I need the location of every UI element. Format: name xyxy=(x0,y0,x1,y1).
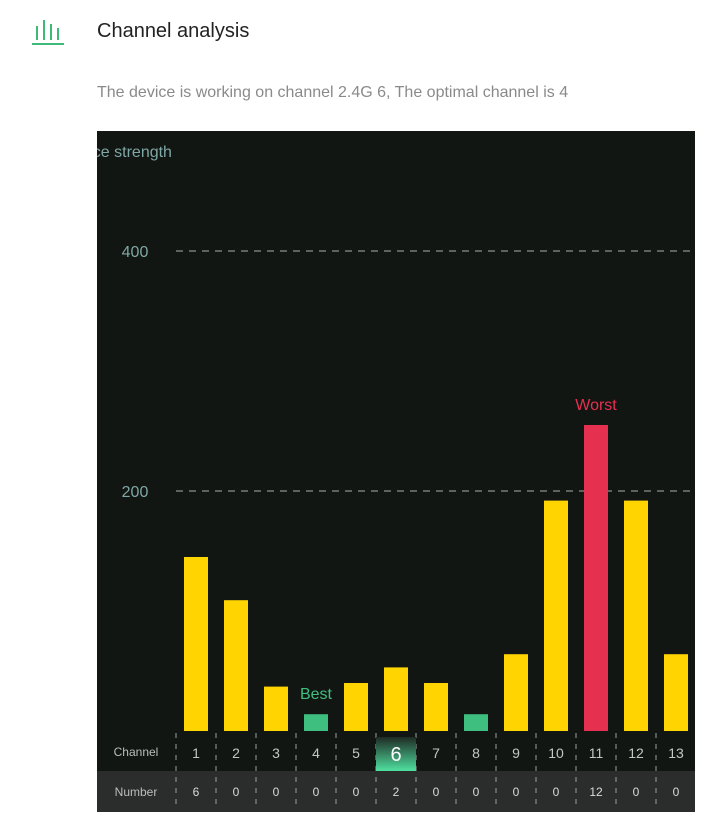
number-row-label: Number xyxy=(115,785,158,799)
channel-number: 0 xyxy=(473,785,480,799)
bar-channel-1 xyxy=(184,557,208,731)
bar-channel-2 xyxy=(224,600,248,731)
channel-number: 0 xyxy=(673,785,680,799)
page-title: Channel analysis xyxy=(97,20,250,42)
channel-label: 13 xyxy=(668,745,684,761)
channel-number: 0 xyxy=(313,785,320,799)
channel-label: 5 xyxy=(352,745,360,761)
channel-label: 4 xyxy=(312,745,320,761)
bar-channel-4 xyxy=(304,714,328,731)
y-tick-label: 400 xyxy=(122,244,149,261)
channel-number: 0 xyxy=(273,785,280,799)
channel-label: 8 xyxy=(472,745,480,761)
channel-number: 0 xyxy=(633,785,640,799)
channel-label: 10 xyxy=(548,745,564,761)
worst-label: Worst xyxy=(575,397,617,414)
best-label: Best xyxy=(300,686,333,703)
channel-number: 2 xyxy=(393,785,400,799)
channel-label: 7 xyxy=(432,745,440,761)
bar-channel-13 xyxy=(664,654,688,731)
bar-channel-7 xyxy=(424,683,448,731)
channel-number: 0 xyxy=(513,785,520,799)
number-row-background xyxy=(97,771,695,812)
bar-channel-12 xyxy=(624,500,648,731)
bar-channel-10 xyxy=(544,500,568,731)
bar-channel-8 xyxy=(464,714,488,731)
channel-label: 11 xyxy=(589,745,604,761)
y-axis-label: ence strength xyxy=(97,144,172,161)
bar-channel-5 xyxy=(344,683,368,731)
chart-svg: ence strength400200ChannelNumber16203040… xyxy=(97,144,695,812)
channel-number: 0 xyxy=(433,785,440,799)
channel-label: 12 xyxy=(628,745,644,761)
channel-number: 0 xyxy=(353,785,360,799)
channel-label: 1 xyxy=(192,745,200,761)
bar-channel-11 xyxy=(584,425,608,731)
channel-status-text: The device is working on channel 2.4G 6,… xyxy=(97,84,569,101)
signal-bars-icon xyxy=(32,18,66,48)
bar-channel-9 xyxy=(504,654,528,731)
channel-number: 0 xyxy=(233,785,240,799)
channel-number: 0 xyxy=(553,785,560,799)
channel-number: 12 xyxy=(589,785,603,799)
channel-row-label: Channel xyxy=(114,745,159,759)
y-tick-label: 200 xyxy=(122,484,149,501)
bar-channel-3 xyxy=(264,686,288,731)
bar-channel-6 xyxy=(384,667,408,731)
channel-number: 6 xyxy=(193,785,200,799)
channel-label: 9 xyxy=(512,745,520,761)
channel-label: 3 xyxy=(272,745,280,761)
channel-label: 2 xyxy=(232,745,240,761)
channel-label: 6 xyxy=(390,744,401,766)
current-channel-highlight xyxy=(376,737,416,771)
channel-chart: ence strength400200ChannelNumber16203040… xyxy=(97,131,695,812)
